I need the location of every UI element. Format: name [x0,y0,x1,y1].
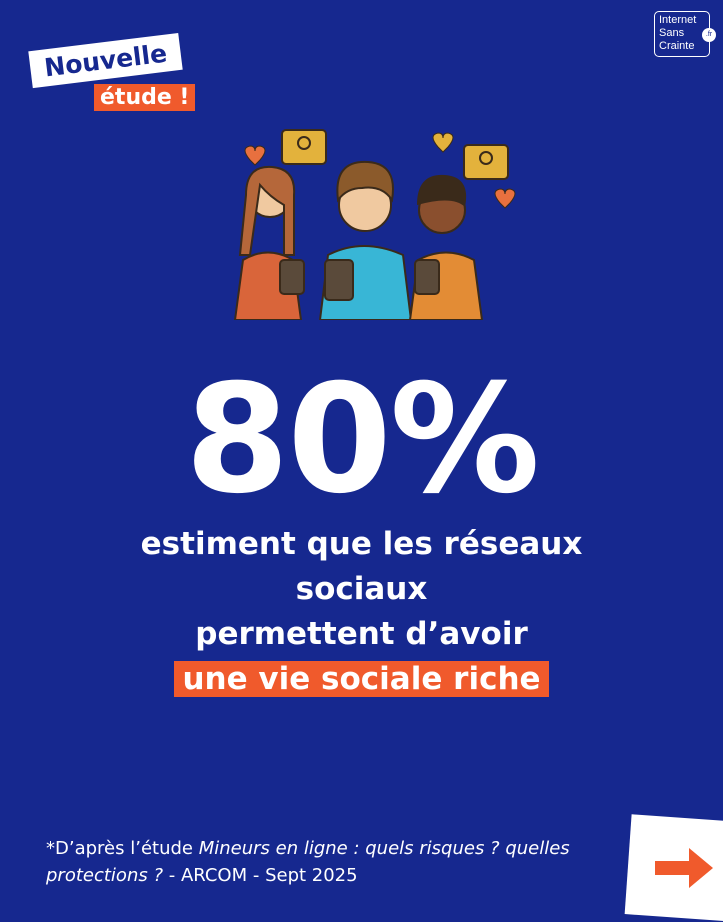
phone-icon [279,259,305,295]
stat-line: sociaux [295,571,428,607]
profile-bubble-icon [463,144,509,180]
footnote-suffix: - ARCOM - Sept 2025 [163,865,358,886]
footnote-title: Mineurs en ligne : quels risques ? quell… [46,838,570,886]
heart-icon [494,188,516,209]
logo-line: Internet [659,14,697,26]
stat-line: permettent d’avoir [195,616,528,652]
logo-line: Sans [659,27,685,39]
phone-icon [324,259,354,301]
stat-line: estiment que les réseaux [140,526,583,562]
heart-icon [244,145,266,166]
headline-stat: 80% [184,353,540,527]
logo[interactable]: Internet Sans Crainte .fr [654,11,716,57]
badge-etude: étude ! [94,84,196,111]
logo-suffix: .fr [702,28,716,42]
teens-with-phones-illustration [233,129,516,320]
phone-icon [414,259,440,295]
badge-nouvelle: Nouvelle [28,32,183,89]
stat-highlight: une vie sociale riche [174,661,549,697]
stat-description: estiment que les réseaux sociaux permett… [0,522,723,702]
footnote: *D’après l’étude Mineurs en ligne : quel… [46,835,606,889]
heart-icon [432,132,454,153]
arrow-right-icon[interactable] [655,848,713,888]
profile-bubble-icon [281,129,327,165]
logo-line: Crainte [659,40,695,52]
footnote-prefix: *D’après l’étude [46,838,199,859]
